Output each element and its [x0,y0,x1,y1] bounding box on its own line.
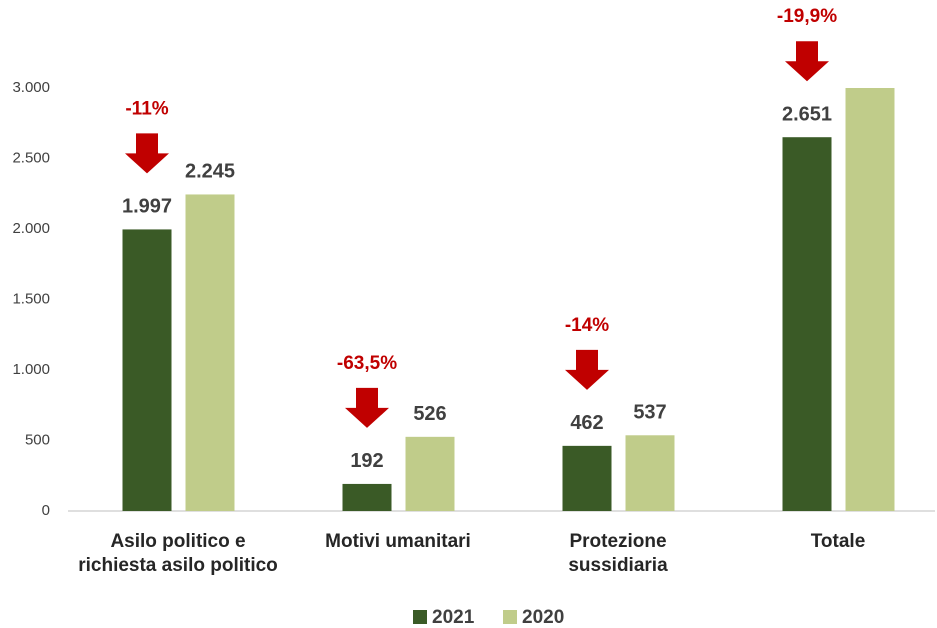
y-tick-label: 500 [25,431,50,448]
data-label: 2.245 [185,161,235,183]
annotation: -11% [125,98,168,119]
bar [185,194,235,511]
bar [122,229,172,511]
annotation: -19,9% [777,6,837,27]
bar [562,445,612,511]
arrow [785,41,829,82]
x-tick-label: Asilo politico e richiesta asilo politic… [78,531,278,576]
data-label: 2.651 [782,103,832,125]
y-tick-label: 1.000 [12,361,50,378]
annotation: -14% [565,315,609,336]
arrow [345,387,389,428]
arrow [565,349,609,390]
bar [625,435,675,511]
x-tick-label: Totale [810,531,866,552]
y-tick-label: 2.500 [12,149,50,166]
data-label: 537 [633,402,666,424]
arrow [125,133,169,174]
y-tick-label: 2.000 [12,220,50,237]
data-label: 462 [570,412,603,434]
y-tick-label: 0 [42,502,50,519]
data-label: 1.997 [122,196,172,218]
bar [845,88,895,511]
y-tick-label: 3.000 [12,79,50,96]
y-tick-label: 1.500 [12,290,50,307]
data-label: 526 [413,403,446,425]
bar [782,137,832,512]
x-tick-label: Motivi umanitari [325,531,471,552]
legend-label: 2021 [432,607,475,628]
legend-swatch [503,610,517,624]
bar [342,483,392,511]
legend-label: 2020 [522,607,564,628]
bar [405,436,455,511]
x-tick-label: Protezione sussidiaria [568,531,668,576]
data-label: 192 [350,450,383,472]
annotation: -63,5% [337,353,397,374]
legend-swatch [413,610,427,624]
